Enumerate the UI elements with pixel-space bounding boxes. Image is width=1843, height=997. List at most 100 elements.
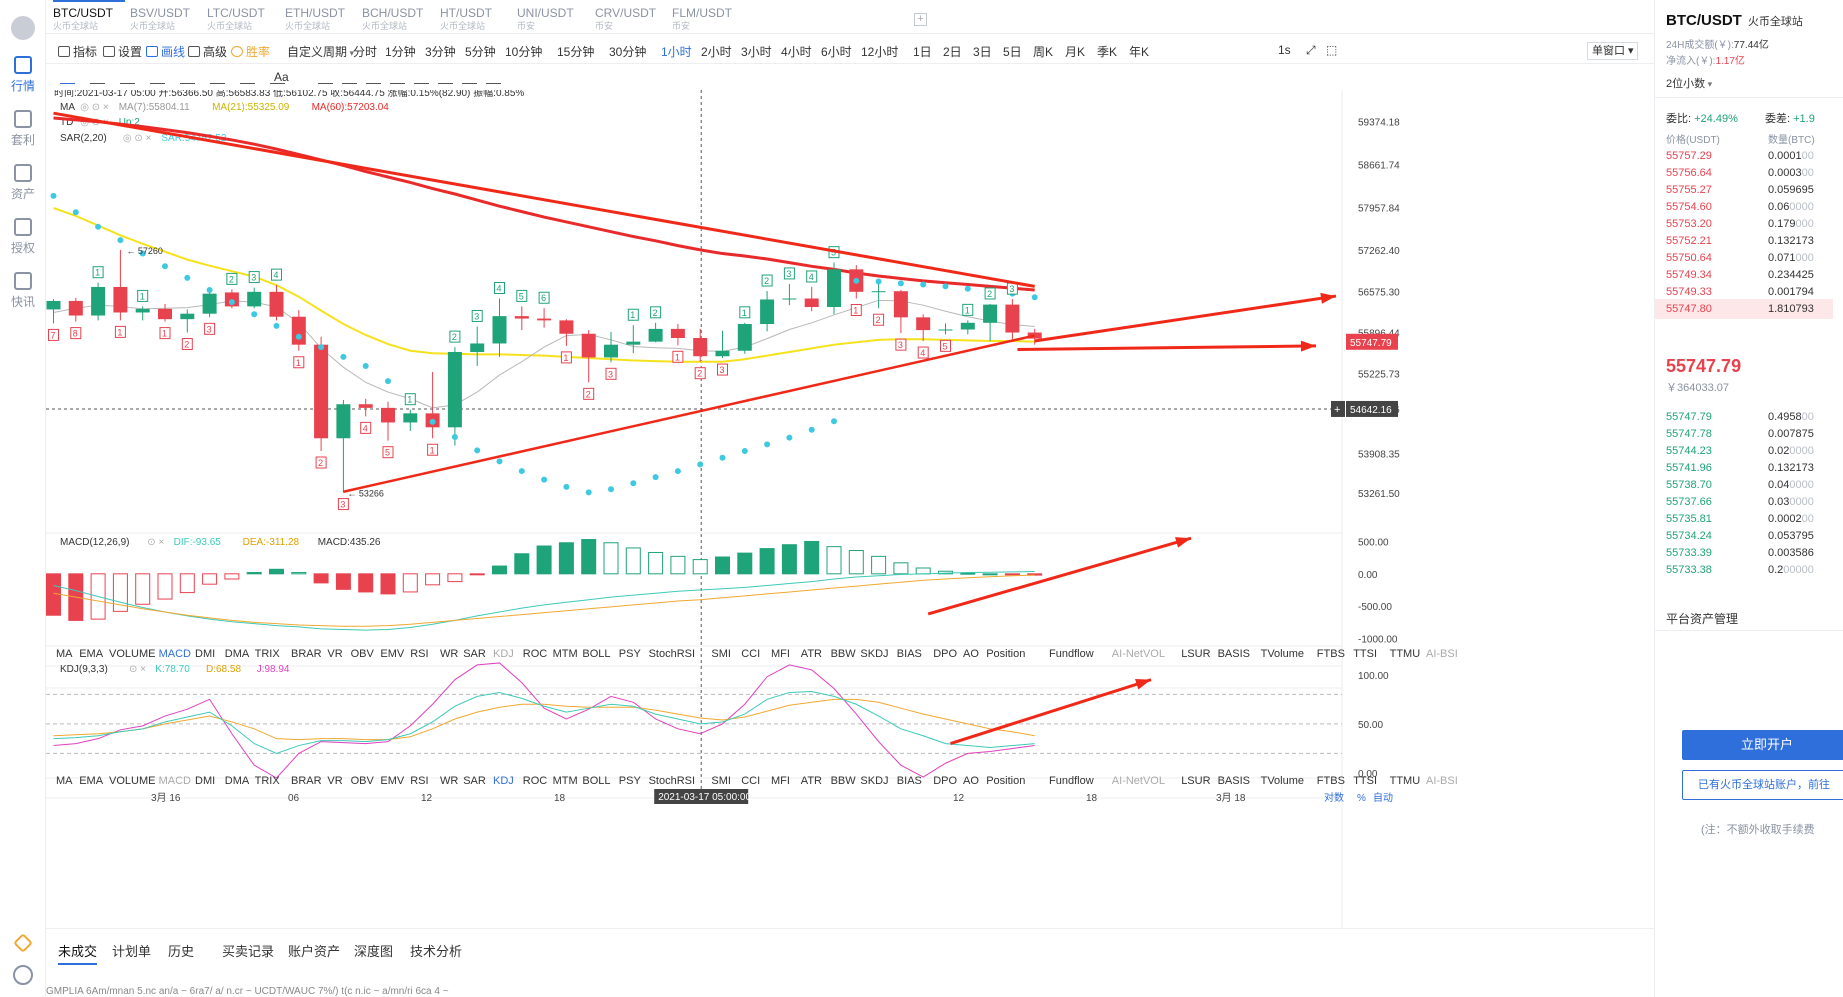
indicator-tab[interactable]: DMI (195, 648, 215, 660)
indicator-tab[interactable]: TTSI (1353, 775, 1377, 787)
indicator-tab[interactable]: VOLUME (109, 775, 155, 787)
period-15[interactable]: 3日 (973, 45, 992, 59)
indicator-tab[interactable]: AI-BSI (1426, 648, 1458, 660)
candle[interactable] (68, 297, 83, 322)
bid-row[interactable]: 55744.23 0.020000 (1666, 441, 1843, 461)
period-3[interactable]: 5分钟 (465, 45, 496, 59)
candle[interactable] (715, 330, 730, 359)
indicator-tab[interactable]: VR (327, 775, 342, 787)
indicator-tab[interactable]: ATR (801, 648, 822, 660)
indicator-tab[interactable]: SMI (711, 775, 731, 787)
tab-ht-usdt[interactable]: HT/USDT 火币全球站 (440, 6, 492, 32)
indicator-tab[interactable]: PSY (619, 775, 642, 787)
period-16[interactable]: 5日 (1003, 45, 1022, 59)
indicator-tab[interactable]: DMI (195, 775, 215, 787)
period-4[interactable]: 10分钟 (505, 45, 543, 59)
bid-row[interactable]: 55733.38 0.200000 (1666, 560, 1843, 580)
indicator-tab[interactable]: Position (986, 775, 1025, 787)
indicator-tab[interactable]: TRIX (255, 648, 281, 660)
nav-news[interactable]: 快讯 (0, 272, 46, 310)
trash-icon[interactable] (486, 72, 501, 84)
indicator-tab[interactable]: ROC (523, 775, 548, 787)
tab-history[interactable]: 历史 (168, 944, 195, 959)
indicator-tab[interactable]: TTMU (1390, 775, 1421, 787)
indicator-tab[interactable]: DPO (933, 648, 957, 660)
settings-button[interactable]: 设置 (103, 43, 142, 60)
indicator-tab[interactable]: MA (56, 775, 73, 787)
image-icon[interactable] (462, 72, 477, 84)
auto-toggle[interactable]: 自动 (1373, 791, 1393, 804)
indicator-tab[interactable]: MACD (159, 648, 191, 660)
candle[interactable] (470, 326, 485, 366)
crosshair-icon[interactable] (60, 72, 75, 84)
candle[interactable] (581, 330, 596, 383)
magnet-icon[interactable] (390, 72, 405, 84)
candle[interactable] (871, 283, 886, 309)
period-7[interactable]: 1小时 (661, 45, 692, 59)
tab-trades[interactable]: 买卖记录 (222, 944, 275, 959)
tab-flm-usdt[interactable]: FLM/USDT 币安 (672, 6, 732, 32)
indicator-tab[interactable]: EMA (79, 648, 104, 660)
parallel-channel-icon[interactable] (180, 72, 195, 84)
chart-svg[interactable]: 时间:2021-03-17 05:00 开:56366.50 高:56583.8… (46, 90, 1654, 928)
indicator-tab[interactable]: Fundflow (1049, 648, 1094, 660)
indicator-tab[interactable]: MTM (553, 775, 578, 787)
candle[interactable] (537, 308, 552, 328)
indicator-tab[interactable]: AI-NetVOL (1112, 775, 1165, 787)
candle[interactable] (604, 331, 618, 363)
candle[interactable] (514, 306, 529, 331)
indicator-tab[interactable]: BASIS (1218, 648, 1250, 660)
indicator-tab[interactable]: VR (327, 648, 342, 660)
decimal-select[interactable]: 2位小数 (1666, 75, 1712, 91)
tab-bch-usdt[interactable]: BCH/USDT 火币全球站 (362, 6, 423, 32)
trend-line-icon[interactable] (120, 72, 135, 84)
indicator-tab[interactable]: MTM (553, 648, 578, 660)
candle[interactable] (158, 303, 172, 322)
candle[interactable] (492, 298, 507, 357)
bid-row[interactable]: 55738.70 0.040000 (1666, 475, 1843, 495)
period-19[interactable]: 季K (1097, 45, 1118, 59)
open-account-button[interactable]: 立即开户 (1682, 730, 1843, 760)
indicator-tab[interactable]: SAR (463, 648, 486, 660)
period-9[interactable]: 3小时 (741, 45, 772, 59)
interval-label[interactable]: 1s (1278, 43, 1291, 57)
ask-row[interactable]: 55757.29 0.000100 (1666, 146, 1843, 166)
tab-depth-chart[interactable]: 深度图 (354, 944, 394, 959)
eraser-icon[interactable] (342, 72, 357, 84)
indicator-tab[interactable]: BOLL (582, 648, 610, 660)
candle[interactable] (559, 319, 574, 346)
indicator-tab[interactable]: EMV (380, 775, 405, 787)
settings-icon[interactable] (13, 965, 33, 985)
horizontal-line-icon[interactable] (90, 72, 105, 84)
indicator-tab[interactable]: FTBS (1317, 775, 1345, 787)
tab-ltc-usdt[interactable]: LTC/USDT 火币全球站 (207, 6, 265, 32)
add-alert-button[interactable]: + (1331, 400, 1345, 417)
indicator-tab[interactable]: SAR (463, 775, 486, 787)
bid-row[interactable]: 55747.78 0.007875 (1666, 424, 1843, 444)
indicator-tab[interactable]: SMI (711, 648, 731, 660)
indicator-tab[interactable]: BASIS (1218, 775, 1250, 787)
candle[interactable] (180, 309, 195, 333)
candle[interactable] (827, 262, 841, 315)
period-8[interactable]: 2小时 (701, 45, 732, 59)
candle[interactable] (626, 325, 641, 354)
draw-button[interactable]: 画线 (146, 43, 185, 60)
indicator-tab[interactable]: TVolume (1261, 775, 1304, 787)
candle[interactable] (782, 283, 797, 306)
indicator-tab[interactable]: StochRSI (649, 648, 695, 660)
indicator-tab[interactable]: DMA (225, 775, 250, 787)
fibonacci-icon[interactable] (210, 72, 225, 84)
nav-authorize[interactable]: 授权 (0, 218, 46, 256)
bid-row[interactable]: 55737.66 0.030000 (1666, 492, 1843, 512)
candle[interactable] (938, 323, 953, 335)
indicator-tab[interactable]: MFI (771, 648, 790, 660)
winrate-button[interactable]: 胜率 (231, 43, 270, 60)
indicator-tab[interactable]: VOLUME (109, 648, 155, 660)
period-0[interactable]: 分时 (353, 45, 378, 59)
indicator-tab[interactable]: TRIX (255, 775, 281, 787)
eye-icon[interactable] (438, 72, 453, 84)
text-tool[interactable]: Aa (274, 70, 289, 84)
indicator-tab[interactable]: BOLL (582, 775, 610, 787)
candle[interactable] (247, 287, 262, 309)
bid-row[interactable]: 55733.39 0.003586 (1666, 543, 1843, 563)
